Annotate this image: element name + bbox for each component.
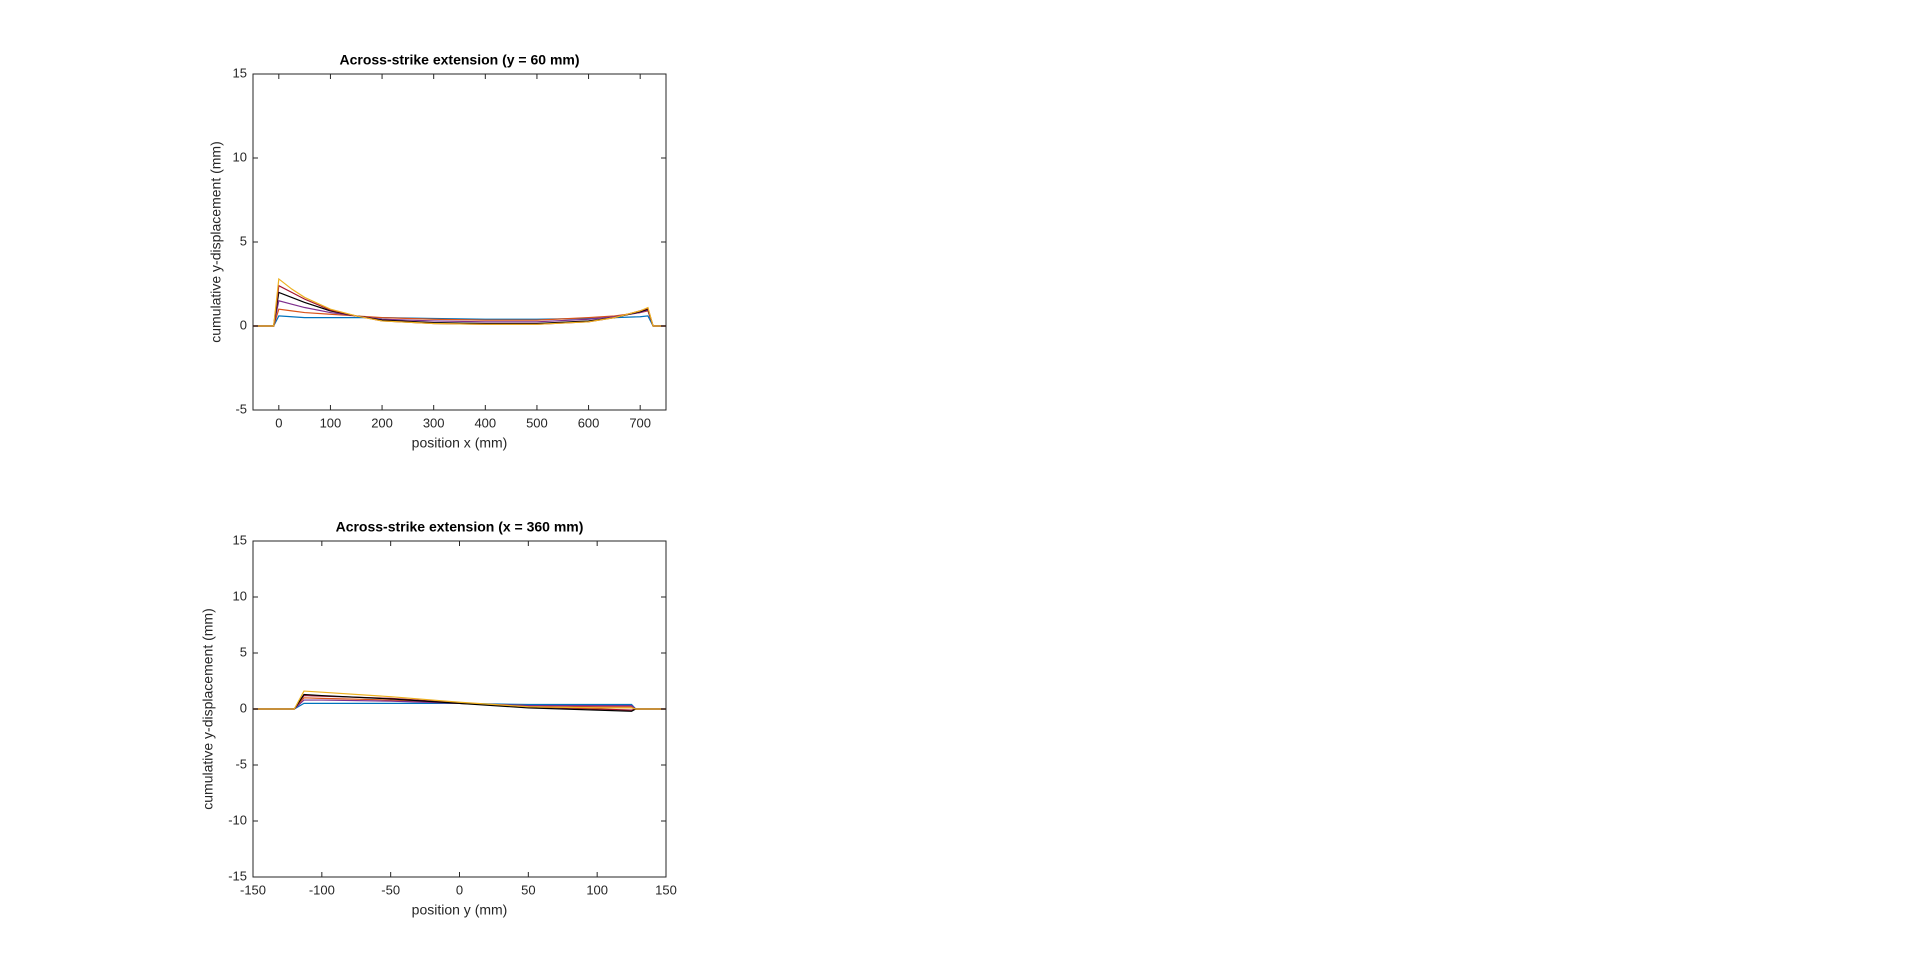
y-tick-label: 15 — [233, 532, 247, 547]
x-tick-label: 150 — [655, 882, 677, 897]
x-tick-label: -50 — [381, 882, 400, 897]
plot-area — [253, 74, 666, 410]
y-axis-label: cumulative y-displacement (mm) — [208, 141, 224, 343]
x-tick-label: 700 — [629, 415, 651, 430]
x-tick-label: 100 — [320, 415, 342, 430]
data-line — [253, 693, 666, 712]
data-line — [253, 315, 666, 327]
x-tick-label: 0 — [275, 415, 282, 430]
x-axis-label: position y (mm) — [412, 902, 508, 918]
x-tick-label: 50 — [521, 882, 535, 897]
data-line — [253, 300, 666, 327]
data-line — [253, 291, 666, 327]
data-line — [253, 277, 666, 327]
data-line — [253, 690, 666, 710]
chart-title: Across-strike extension (x = 360 mm) — [336, 519, 584, 535]
x-tick-label: -150 — [240, 882, 266, 897]
x-tick-label: 600 — [578, 415, 600, 430]
y-axis-label: cumulative y-displacement (mm) — [200, 608, 216, 810]
x-tick-label: -100 — [309, 882, 335, 897]
x-tick-label: 500 — [526, 415, 548, 430]
y-tick-label: 0 — [240, 317, 247, 332]
x-axis-label: position x (mm) — [412, 435, 508, 451]
y-tick-label: 10 — [233, 149, 247, 164]
y-tick-label: 15 — [233, 65, 247, 80]
y-tick-label: 0 — [240, 700, 247, 715]
x-tick-label: 400 — [474, 415, 496, 430]
y-tick-label: -5 — [235, 401, 247, 416]
x-tick-label: 300 — [423, 415, 445, 430]
y-tick-label: -10 — [228, 812, 247, 827]
x-tick-label: 0 — [456, 882, 463, 897]
x-tick-label: 200 — [371, 415, 393, 430]
y-tick-label: -15 — [228, 868, 247, 883]
y-tick-label: 10 — [233, 588, 247, 603]
y-tick-label: -5 — [235, 756, 247, 771]
chart-title: Across-strike extension (y = 60 mm) — [339, 52, 579, 68]
x-tick-label: 100 — [586, 882, 608, 897]
y-tick-label: 5 — [240, 233, 247, 248]
y-tick-label: 5 — [240, 644, 247, 659]
